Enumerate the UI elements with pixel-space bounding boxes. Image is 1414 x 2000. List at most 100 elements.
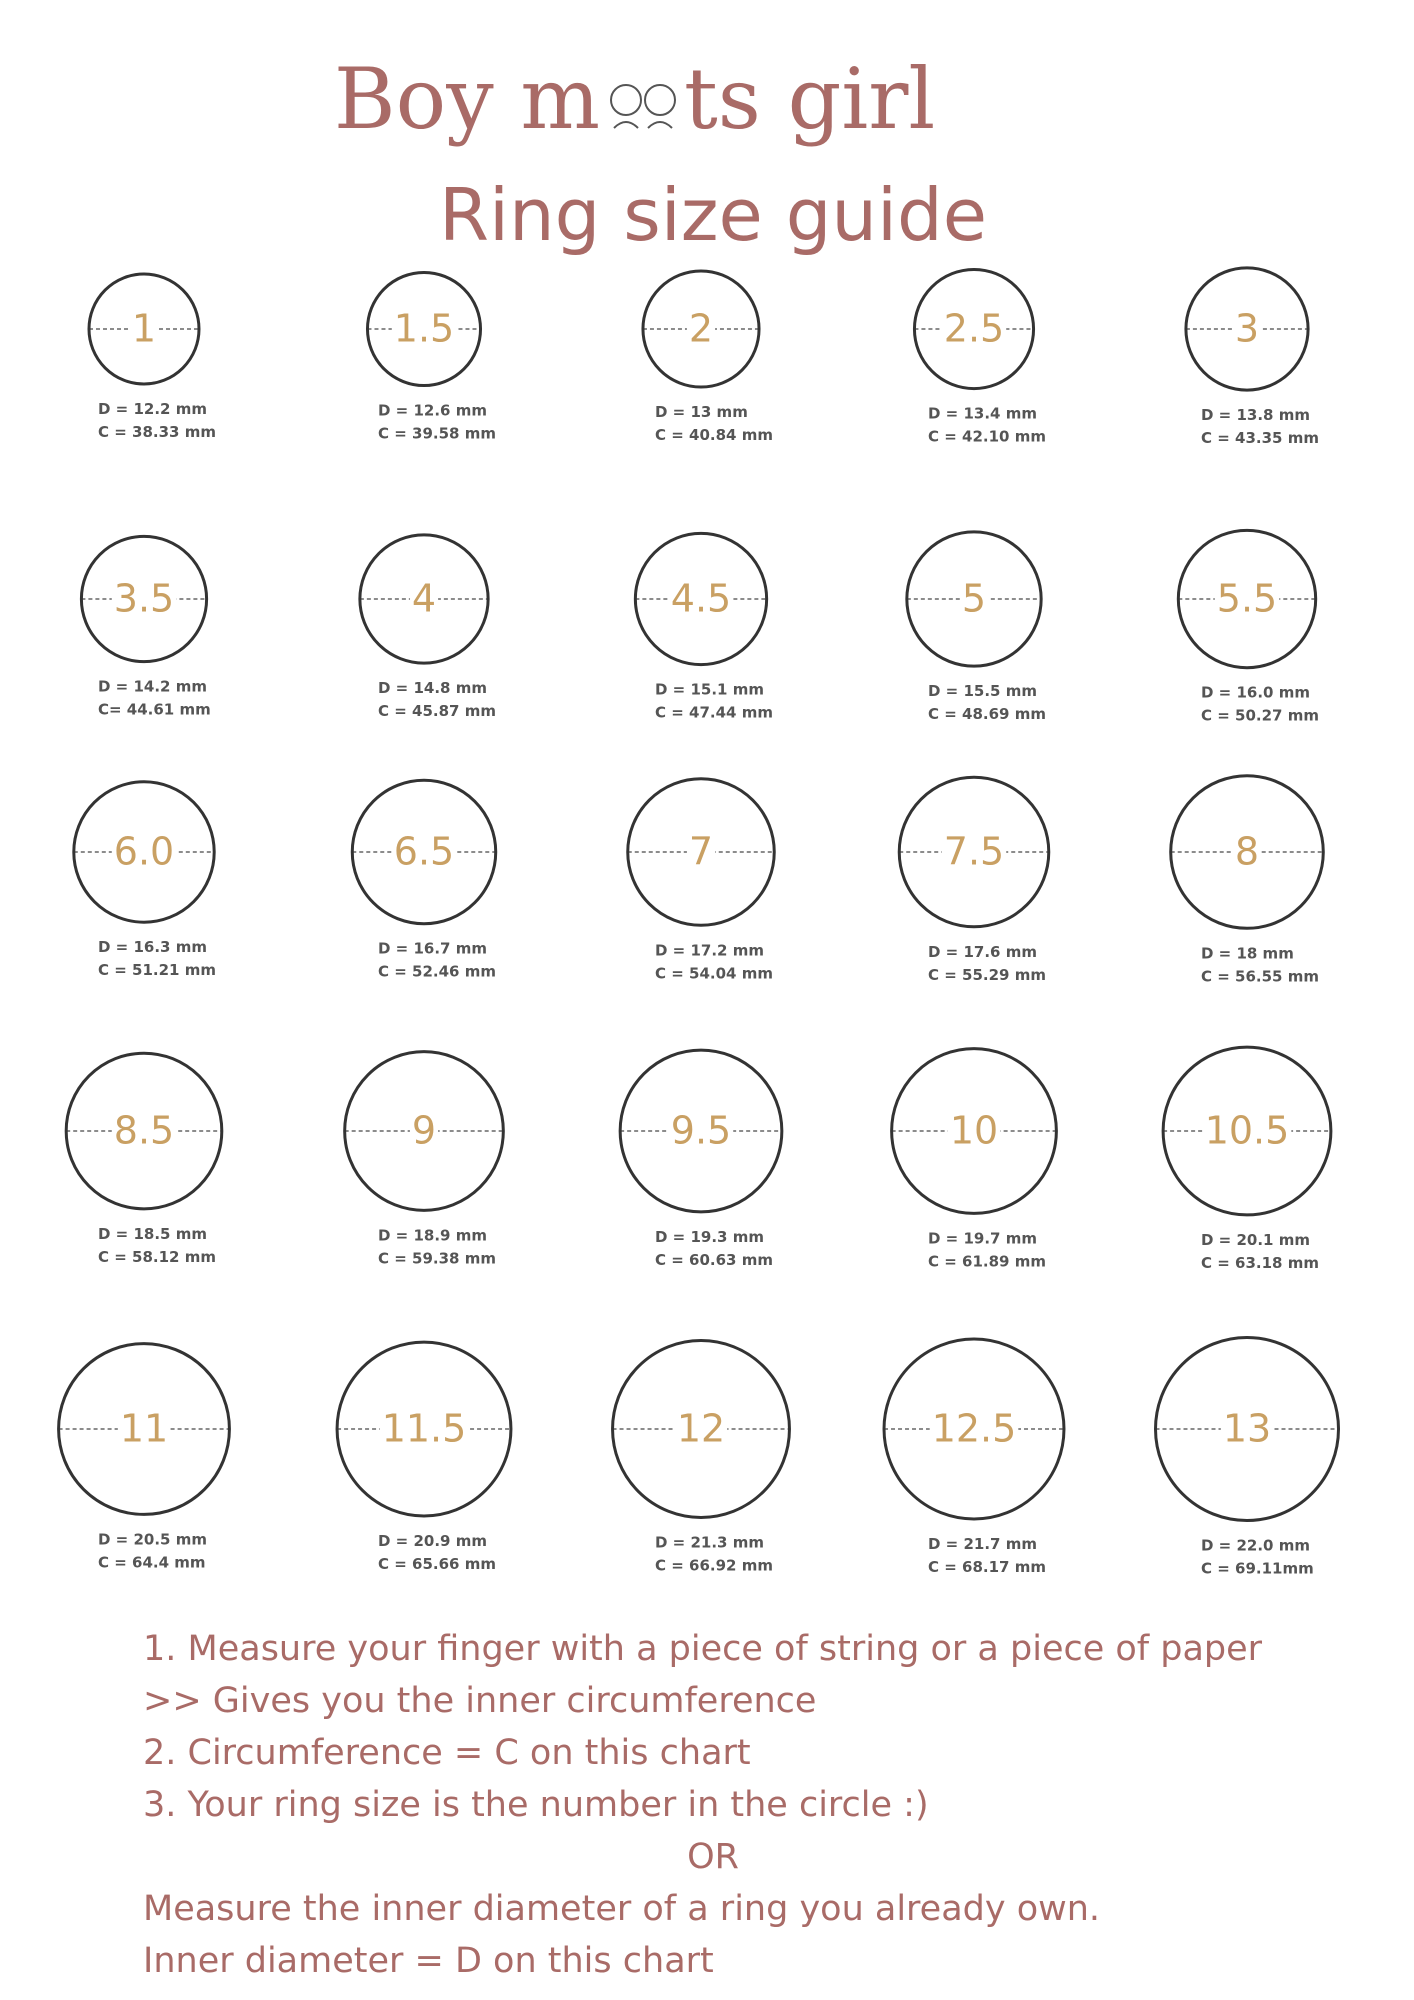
diameter-text: D = 20.5 mm xyxy=(98,1530,207,1548)
label-bg xyxy=(959,582,989,615)
title: Ring size guide xyxy=(439,173,987,257)
ring-circle xyxy=(64,1051,224,1211)
label-bg xyxy=(1214,582,1280,615)
logo-right: ts girl xyxy=(684,50,935,148)
ring-size: 1.5 xyxy=(394,307,454,351)
ring-size: 1 xyxy=(132,307,156,351)
diameter-text: D = 19.7 mm xyxy=(928,1229,1037,1247)
ring-circle xyxy=(633,531,769,667)
circumference-text: C = 54.04 mm xyxy=(655,964,773,982)
circumference-text: C = 48.69 mm xyxy=(928,705,1046,723)
ring-size: 11.5 xyxy=(382,1407,467,1451)
diameter-text: D = 14.2 mm xyxy=(98,678,207,696)
diameter-text: D = 17.6 mm xyxy=(928,943,1037,961)
diameter-text: D = 16.0 mm xyxy=(1201,684,1310,702)
ring-circle xyxy=(57,1342,231,1516)
label-bg xyxy=(111,835,177,868)
ring-circle xyxy=(1184,266,1310,392)
circumference-text: C = 63.18 mm xyxy=(1201,1254,1319,1272)
ring-size: 7.5 xyxy=(944,830,1004,874)
circumference-text: C = 38.33 mm xyxy=(98,423,216,441)
logo-icon xyxy=(610,84,676,129)
diameter-text: D = 21.7 mm xyxy=(928,1535,1037,1553)
label-bg xyxy=(947,1114,1001,1147)
ring-size: 10.5 xyxy=(1205,1109,1290,1153)
instruction: 1. Measure your finger with a piece of s… xyxy=(143,1629,1263,1669)
diameter-text: D = 17.2 mm xyxy=(655,941,764,959)
ring-size: 6.5 xyxy=(394,830,454,874)
diameter-text: D = 13.8 mm xyxy=(1201,406,1310,424)
diameter-text: D = 19.3 mm xyxy=(655,1228,764,1246)
label-bg xyxy=(409,582,439,615)
label-bg xyxy=(668,1114,734,1147)
label-bg xyxy=(674,1412,728,1445)
ring-size: 4.5 xyxy=(671,577,731,621)
diameter-text: D = 14.8 mm xyxy=(378,679,487,697)
circumference-text: C = 42.10 mm xyxy=(928,428,1046,446)
instruction: >> Gives you the inner circumference xyxy=(143,1681,816,1721)
ring-size: 12.5 xyxy=(932,1407,1017,1451)
diameter-text: D = 18.5 mm xyxy=(98,1225,207,1243)
ring-size: 10 xyxy=(950,1109,998,1153)
ring-size: 5.5 xyxy=(1217,577,1277,621)
ring-size: 5 xyxy=(962,577,986,621)
circumference-text: C = 61.89 mm xyxy=(928,1252,1046,1270)
circumference-text: C = 51.21 mm xyxy=(98,961,216,979)
diameter-text: D = 15.1 mm xyxy=(655,681,764,699)
label-bg xyxy=(1232,312,1262,345)
ring-circle xyxy=(882,1337,1066,1521)
ring-circle xyxy=(890,1047,1058,1215)
ring-size: 6.0 xyxy=(114,830,174,874)
label-bg xyxy=(129,312,159,345)
instruction: 3. Your ring size is the number in the c… xyxy=(143,1785,929,1825)
diameter-text: D = 13.4 mm xyxy=(928,405,1037,423)
label-bg xyxy=(1220,1412,1274,1445)
ring-circle xyxy=(1176,528,1318,670)
label-bg xyxy=(111,1114,177,1147)
ring-circle xyxy=(912,267,1036,391)
diameter-text: D = 16.7 mm xyxy=(378,940,487,958)
ring-size: 9.5 xyxy=(671,1109,731,1153)
diameter-text: D = 21.3 mm xyxy=(655,1533,764,1551)
circumference-text: C = 39.58 mm xyxy=(378,425,496,443)
diameter-text: D = 20.1 mm xyxy=(1201,1231,1310,1249)
ring-circle xyxy=(626,777,776,927)
ring-circle xyxy=(87,272,201,386)
circumference-text: C = 59.38 mm xyxy=(378,1249,496,1267)
ring-size: 3 xyxy=(1235,307,1259,351)
circumference-text: C= 44.61 mm xyxy=(98,701,211,719)
diameter-text: D = 13 mm xyxy=(655,403,748,421)
label-bg xyxy=(941,835,1007,868)
diameter-text: D = 18.9 mm xyxy=(378,1226,487,1244)
ring-circle xyxy=(350,778,498,926)
ring-circle xyxy=(1169,774,1325,930)
ring-size: 8 xyxy=(1235,830,1259,874)
ring-size: 2.5 xyxy=(944,307,1004,351)
label-bg xyxy=(409,1114,439,1147)
label-bg xyxy=(391,312,457,345)
ring-circle xyxy=(897,775,1051,929)
instruction: 2. Circumference = C on this chart xyxy=(143,1733,751,1773)
diameter-text: D = 18 mm xyxy=(1201,944,1294,962)
circumference-text: C = 66.92 mm xyxy=(655,1556,773,1574)
circumference-text: C = 47.44 mm xyxy=(655,704,773,722)
label-bg xyxy=(686,312,716,345)
ring-size: 8.5 xyxy=(114,1109,174,1153)
ring-circle xyxy=(343,1050,505,1212)
label-bg xyxy=(379,1412,469,1445)
ring-circle xyxy=(72,780,216,924)
logo-left: Boy m xyxy=(334,50,600,148)
circumference-text: C = 55.29 mm xyxy=(928,966,1046,984)
circumference-text: C = 50.27 mm xyxy=(1201,707,1319,725)
instruction: Measure the inner diameter of a ring you… xyxy=(143,1889,1100,1929)
diameter-text: D = 12.6 mm xyxy=(378,402,487,420)
label-bg xyxy=(1232,835,1262,868)
label-bg xyxy=(1202,1114,1292,1147)
ring-circle xyxy=(1154,1336,1340,1522)
label-bg xyxy=(111,582,177,615)
ring-size: 4 xyxy=(412,577,436,621)
ring-circle xyxy=(79,534,209,664)
ring-size: 9 xyxy=(412,1109,436,1153)
circumference-text: C = 56.55 mm xyxy=(1201,967,1319,985)
